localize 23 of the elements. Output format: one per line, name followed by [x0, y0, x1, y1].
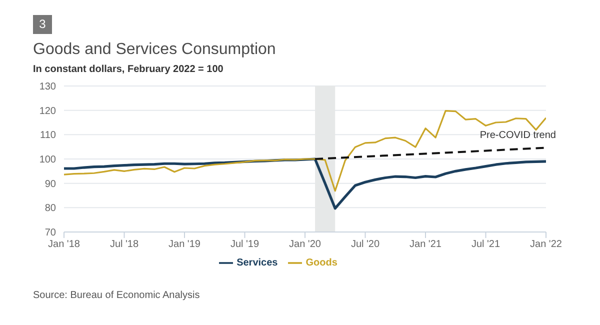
x-tick-label: Jan '19 — [168, 239, 201, 250]
x-tick-label: Jul '21 — [471, 239, 500, 250]
series-label: Pre-COVID trend — [480, 130, 556, 141]
chart-title: Goods and Services Consumption — [33, 41, 276, 59]
y-tick-label: 120 — [39, 106, 56, 117]
chart-subtitle: In constant dollars, February 2022 = 100 — [33, 64, 224, 75]
x-tick-label: Jan '22 — [530, 239, 562, 250]
x-tick-label: Jul '18 — [110, 239, 139, 250]
y-tick-label: 100 — [39, 154, 56, 166]
x-tick-label: Jan '20 — [289, 239, 322, 250]
y-tick-label: 130 — [39, 82, 56, 93]
legend-label: Goods — [306, 258, 338, 269]
y-tick-label: 70 — [44, 228, 56, 239]
y-tick-label: 90 — [44, 178, 56, 190]
y-tick-label: 110 — [40, 130, 56, 142]
text: 3 — [33, 15, 52, 34]
x-tick-label: Jul '20 — [350, 239, 380, 250]
x-tick-label: Jul '19 — [230, 239, 260, 250]
legend-label: Services — [236, 258, 278, 269]
x-tick-label: Jan '21 — [410, 239, 442, 250]
x-tick-label: Jan '18 — [48, 239, 80, 250]
source-note: Source: Bureau of Economic Analysis — [33, 290, 200, 301]
y-tick-label: 80 — [44, 203, 56, 214]
